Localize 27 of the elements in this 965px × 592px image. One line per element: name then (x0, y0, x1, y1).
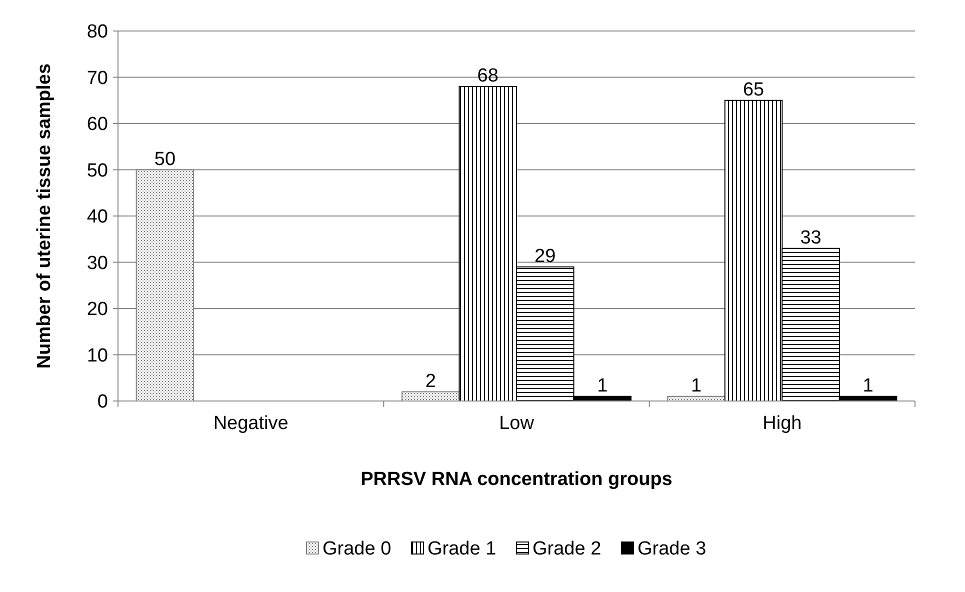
y-tick-label: 60 (86, 114, 108, 136)
data-label: 1 (690, 375, 702, 396)
data-label: 33 (800, 227, 822, 248)
y-axis-title: Number of uterine tissue samples (34, 63, 55, 369)
data-label: 2 (425, 370, 436, 392)
y-tick-label: 30 (86, 252, 108, 274)
y-tick-label: 70 (86, 68, 108, 89)
y-tick-label: 0 (97, 392, 108, 413)
data-label: 1 (597, 375, 608, 396)
y-tick-label: 20 (86, 299, 108, 320)
legend-label: Grade 3 (638, 538, 706, 560)
x-axis-title: PRRSV RNA concentration groups (360, 469, 672, 490)
x-tick-label: Low (499, 413, 534, 434)
y-tick-label: 10 (86, 345, 108, 366)
legend-label: Grade 1 (428, 538, 496, 560)
data-label: 29 (534, 246, 556, 267)
data-label: 50 (154, 148, 176, 170)
data-label: 1 (862, 375, 874, 396)
legend-label: Grade 2 (532, 538, 602, 560)
legend-label: Grade 0 (322, 538, 392, 560)
data-label: 68 (477, 66, 498, 86)
y-tick-label: 80 (86, 22, 108, 43)
y-tick-label: 50 (86, 160, 108, 182)
x-tick-label: Negative (213, 413, 288, 434)
y-tick-label: 40 (86, 206, 108, 228)
x-tick-label: High (762, 413, 802, 434)
data-label: 65 (742, 79, 764, 100)
